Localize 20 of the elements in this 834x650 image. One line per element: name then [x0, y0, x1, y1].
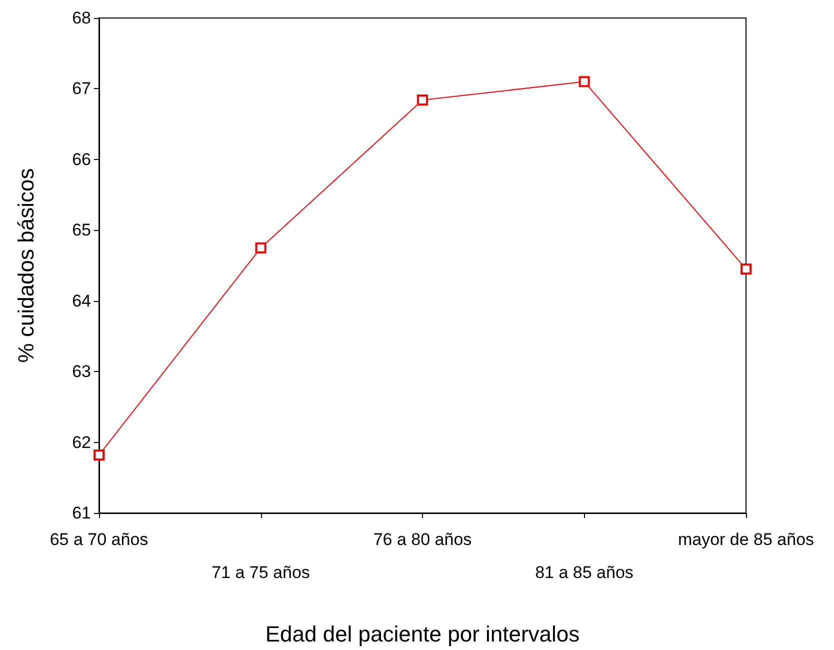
x-tick-label: 81 a 85 años — [535, 563, 634, 582]
point — [255, 242, 266, 254]
x-tick-label: 65 a 70 años — [50, 530, 148, 549]
point — [94, 450, 104, 461]
y-axis-title: % cuidados básicos — [14, 168, 38, 363]
point — [740, 264, 752, 275]
x-tick-label: 76 a 80 años — [373, 530, 472, 549]
x-tick-label: 71 a 75 años — [212, 563, 310, 582]
y-tick-label: 64 — [72, 291, 91, 310]
point — [578, 76, 590, 88]
y-tick-label: 68 — [72, 8, 91, 28]
x-axis-title: Edad del paciente por intervalos — [265, 622, 580, 646]
y-tick-label: 62 — [72, 432, 91, 452]
y-tick-label: 67 — [72, 79, 91, 98]
point — [417, 94, 428, 106]
y-tick-label: 65 — [72, 220, 91, 240]
y-tick-label: 61 — [72, 504, 91, 522]
x-tick-label: mayor de 85 años — [678, 530, 814, 549]
y-tick-label: 66 — [72, 150, 91, 169]
y-tick-label: 63 — [72, 362, 91, 382]
